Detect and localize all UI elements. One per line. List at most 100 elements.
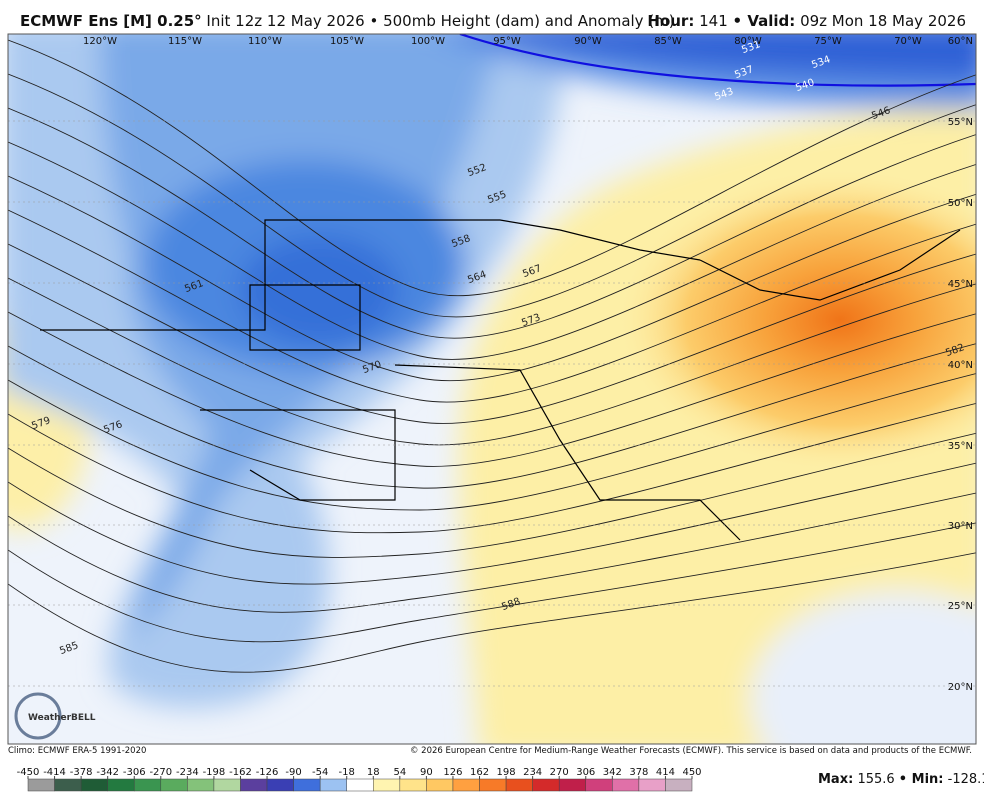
max-value: 155.6 (857, 772, 895, 787)
colorbar-tick-label: 162 (470, 767, 489, 778)
valid: 09z Mon 18 May 2026 (800, 12, 966, 30)
longitude-label: 75°W (814, 36, 842, 47)
colorbar-segment (665, 778, 693, 792)
colorbar-segment (54, 778, 82, 792)
contour-line (8, 311, 976, 467)
colorbar-segment (107, 778, 135, 792)
contour-line (8, 175, 976, 382)
climo-note: Climo: ECMWF ERA-5 1991-2020 (8, 746, 147, 756)
latitude-label: 60°N (948, 36, 973, 47)
colorbar-tick-label: -90 (285, 767, 301, 778)
contour-line (8, 141, 976, 360)
colorbar-tick-label: -378 (70, 767, 93, 778)
longitude-label: 70°W (894, 36, 922, 47)
colorbar-segment (399, 778, 427, 792)
latitude-label: 30°N (948, 521, 973, 532)
subtitle: Init 12z 12 May 2026 • 500mb Height (dam… (206, 12, 675, 30)
contour-line (8, 277, 976, 446)
colorbar-tick-label: -198 (203, 767, 226, 778)
colorbar-segment (585, 778, 613, 792)
hour-label: Hour: (647, 12, 695, 30)
contour-line (8, 492, 976, 613)
longitude-label: 100°W (411, 36, 445, 47)
colorbar-tick-label: 414 (656, 767, 675, 778)
colorbar-tick-label: 198 (497, 767, 516, 778)
colorbar-tick-label: -414 (43, 767, 66, 778)
borders (40, 219, 961, 541)
colorbar-segment (240, 778, 268, 792)
longitude-label: 85°W (654, 36, 682, 47)
max-label: Max: (818, 772, 854, 787)
longitude-label: 115°W (168, 36, 202, 47)
latitude-label: 55°N (948, 117, 973, 128)
colorbar-tick-label: -450 (17, 767, 40, 778)
colorbar-segment (505, 778, 533, 792)
colorbar-tick-label: -126 (256, 767, 279, 778)
latitude-label: 25°N (948, 601, 973, 612)
colorbar-segment (27, 778, 55, 792)
colorbar-segment (452, 778, 480, 792)
logo-text: WeatherBELL (28, 713, 96, 723)
latitude-label: 45°N (948, 279, 973, 290)
colorbar-segment (346, 778, 374, 792)
colorbar-tick-label: 126 (443, 767, 462, 778)
contour-line (8, 373, 976, 511)
colorbar-tick-label: 54 (393, 767, 406, 778)
colorbar-segment (532, 778, 560, 792)
contour-line (8, 552, 976, 673)
contour-line (8, 402, 976, 534)
longitude-label: 105°W (330, 36, 364, 47)
colorbar-segment (160, 778, 188, 792)
colorbar-tick-label: 342 (603, 767, 622, 778)
colorbar-tick-label: 18 (367, 767, 380, 778)
longitude-label: 95°W (493, 36, 521, 47)
colorbar-segment (479, 778, 507, 792)
min-value: -128.1 (947, 772, 984, 787)
colorbar-segment (373, 778, 401, 792)
colorbar-segment (133, 778, 162, 792)
contour-line (8, 39, 976, 297)
colorbar-segment (80, 778, 108, 792)
contour-line (8, 522, 976, 643)
colorbar-segment (558, 778, 587, 792)
contour-line (8, 107, 976, 339)
colorbar-tick-label: -18 (339, 767, 355, 778)
colorbar-tick-label: 450 (682, 767, 701, 778)
hour: 141 (699, 12, 728, 30)
contour-line (8, 73, 976, 318)
longitude-label: 120°W (83, 36, 117, 47)
contour-line (8, 462, 976, 585)
colorbar-segment (319, 778, 347, 792)
colorbar-tick-label: -306 (123, 767, 146, 778)
latitude-label: 50°N (948, 198, 973, 209)
colorbar-tick-label: 378 (629, 767, 648, 778)
latitude-label: 35°N (948, 441, 973, 452)
colorbar-tick-label: -54 (312, 767, 328, 778)
latitude-label: 40°N (948, 360, 973, 371)
stats: Max: 155.6 • Min: -128.1 (818, 772, 984, 787)
min-label: • Min: (898, 772, 944, 787)
colorbar-tick-label: -162 (229, 767, 252, 778)
colorbar-segment (293, 778, 321, 792)
latitude-label: 20°N (948, 682, 973, 693)
graticule (8, 120, 976, 687)
colorbar: -450 -414 -378 -342 -306 -270 -234 -198 -162 -126… (17, 767, 702, 792)
colorbar-segment (426, 778, 454, 792)
longitude-label: 90°W (574, 36, 602, 47)
colorbar-segment (187, 778, 215, 792)
header-left: ECMWF Ens [M] 0.25° Init 12z 12 May 2026… (20, 12, 675, 30)
valid-label: • Valid: (732, 12, 796, 30)
colorbar-tick-label: -270 (149, 767, 172, 778)
colorbar-tick-label: -234 (176, 767, 199, 778)
contour-line (8, 432, 976, 558)
colorbar-segment (638, 778, 666, 792)
colorbar-tick-label: -342 (96, 767, 119, 778)
contour-line (8, 343, 976, 489)
colorbar-tick-label: 90 (420, 767, 433, 778)
longitude-label: 80°W (734, 36, 762, 47)
colorbar-tick-label: 270 (550, 767, 569, 778)
colorbar-segment (213, 778, 241, 792)
colorbar-segment (266, 778, 294, 792)
